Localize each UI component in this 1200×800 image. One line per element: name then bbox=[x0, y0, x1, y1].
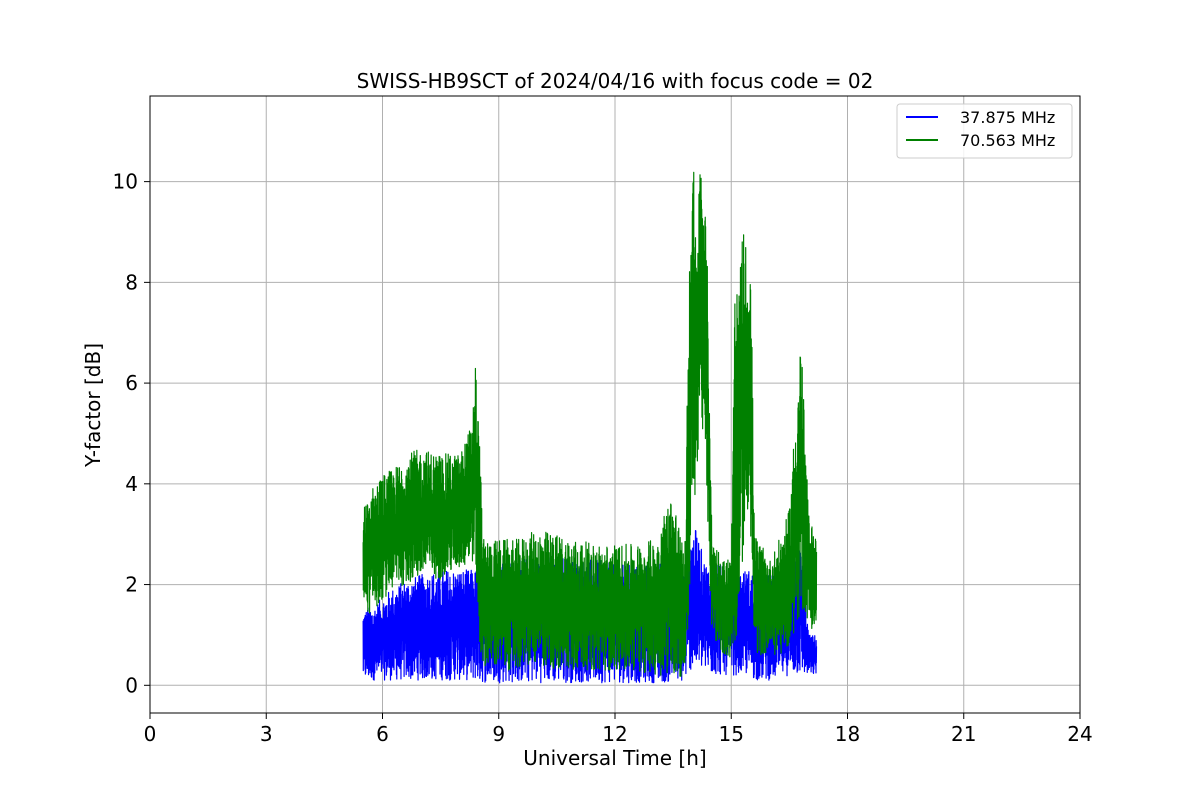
x-tick-label: 21 bbox=[951, 722, 976, 746]
x-tick-label: 18 bbox=[835, 722, 860, 746]
y-axis-label: Y-factor [dB] bbox=[81, 343, 105, 468]
y-tick-label: 4 bbox=[125, 472, 138, 496]
x-axis-label: Universal Time [h] bbox=[523, 746, 706, 770]
legend: 37.875 MHz 70.563 MHz bbox=[896, 103, 1073, 159]
y-tick-label: 2 bbox=[125, 573, 138, 597]
x-tick-label: 6 bbox=[376, 722, 389, 746]
y-tick-label: 10 bbox=[113, 170, 138, 194]
x-ticks: 0 3 6 9 12 15 18 21 24 bbox=[144, 713, 1093, 746]
legend-label-70-563: 70.563 MHz bbox=[960, 131, 1055, 150]
grid bbox=[149, 96, 1081, 713]
x-tick-label: 15 bbox=[719, 722, 744, 746]
x-tick-label: 12 bbox=[602, 722, 627, 746]
series-line-37-875 bbox=[362, 529, 818, 684]
series-layer bbox=[362, 171, 818, 684]
series-line-70-563 bbox=[362, 171, 818, 677]
chart-title: SWISS-HB9SCT of 2024/04/16 with focus co… bbox=[357, 69, 874, 93]
x-tick-label: 3 bbox=[260, 722, 273, 746]
x-tick-label: 0 bbox=[144, 722, 157, 746]
legend-label-37-875: 37.875 MHz bbox=[960, 108, 1055, 127]
y-ticks: 0 2 4 6 8 10 bbox=[113, 170, 150, 697]
y-tick-label: 6 bbox=[125, 371, 138, 395]
legend-box bbox=[896, 103, 1073, 159]
x-tick-label: 9 bbox=[492, 722, 505, 746]
y-tick-label: 0 bbox=[125, 673, 138, 697]
y-tick-label: 8 bbox=[125, 270, 138, 294]
x-tick-label: 24 bbox=[1067, 722, 1092, 746]
